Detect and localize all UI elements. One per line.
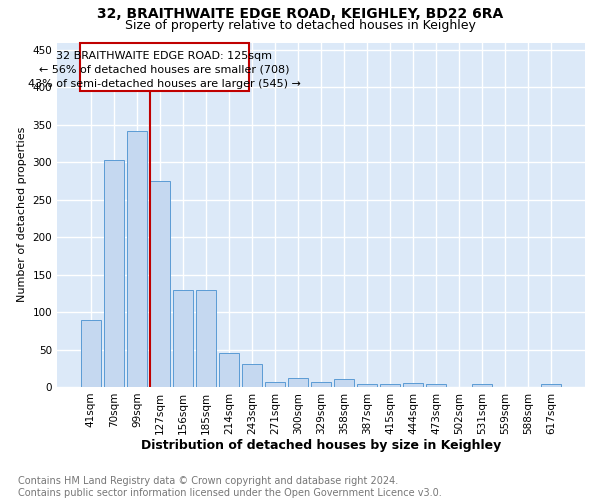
Bar [196,290,216,387]
Text: 32 BRAITHWAITE EDGE ROAD: 125sqm: 32 BRAITHWAITE EDGE ROAD: 125sqm [56,50,272,60]
Text: ← 56% of detached houses are smaller (708): ← 56% of detached houses are smaller (70… [39,65,289,75]
Bar [403,383,423,387]
Bar [288,378,308,387]
Bar [541,384,561,387]
Text: Contains HM Land Registry data © Crown copyright and database right 2024.
Contai: Contains HM Land Registry data © Crown c… [18,476,442,498]
Y-axis label: Number of detached properties: Number of detached properties [17,127,27,302]
X-axis label: Distribution of detached houses by size in Keighley: Distribution of detached houses by size … [141,440,501,452]
Text: Size of property relative to detached houses in Keighley: Size of property relative to detached ho… [125,18,475,32]
Bar [380,384,400,387]
Bar [104,160,124,387]
Bar [81,320,101,387]
Bar [127,131,147,387]
Text: 32, BRAITHWAITE EDGE ROAD, KEIGHLEY, BD22 6RA: 32, BRAITHWAITE EDGE ROAD, KEIGHLEY, BD2… [97,8,503,22]
Bar [427,384,446,387]
Bar [472,384,492,387]
FancyBboxPatch shape [80,42,248,91]
Text: 43% of semi-detached houses are larger (545) →: 43% of semi-detached houses are larger (… [28,79,301,89]
Bar [150,181,170,387]
Bar [173,290,193,387]
Bar [311,382,331,387]
Bar [358,384,377,387]
Bar [265,382,285,387]
Bar [219,352,239,387]
Bar [242,364,262,387]
Bar [334,380,354,387]
